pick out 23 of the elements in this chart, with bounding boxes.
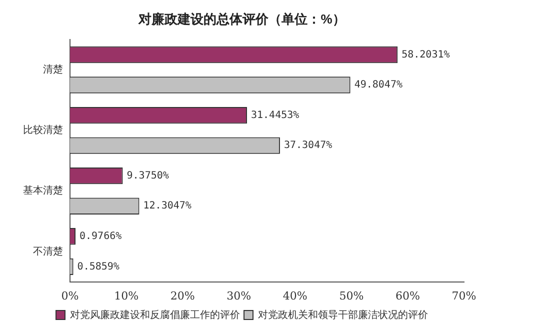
y-tick-label: 基本清楚 — [23, 184, 63, 197]
data-label: 9.3750% — [126, 170, 169, 182]
x-tick-label: 20% — [170, 289, 195, 302]
x-tick-label: 30% — [226, 289, 252, 302]
x-tick-label: 60% — [395, 289, 420, 302]
x-tick-label: 10% — [114, 289, 139, 302]
y-tick-label: 不清楚 — [33, 245, 63, 258]
legend-label: 对党政机关和领导干部廉洁状况的评价 — [258, 308, 428, 321]
data-label: 37.3047% — [284, 140, 332, 152]
y-tick-label: 清楚 — [43, 64, 63, 76]
x-tick-label: 0% — [61, 289, 79, 302]
data-label: 49.8047% — [354, 80, 402, 91]
x-tick-label: 40% — [282, 289, 308, 302]
data-label: 58.2031% — [402, 49, 450, 60]
x-tick-label: 50% — [339, 289, 364, 302]
data-label: 0.5859% — [77, 261, 120, 272]
data-label: 0.9766% — [79, 230, 122, 242]
x-tick-label: 70% — [452, 289, 476, 302]
data-label: 12.3047% — [143, 200, 192, 212]
legend-label: 对党风廉政建设和反腐倡廉工作的评价 — [70, 308, 240, 321]
data-label: 31.4453% — [250, 110, 300, 121]
y-tick-label: 比较清楚 — [23, 124, 63, 136]
chart-title: 对廉政建设的总体评价（单位：%） — [138, 11, 346, 26]
